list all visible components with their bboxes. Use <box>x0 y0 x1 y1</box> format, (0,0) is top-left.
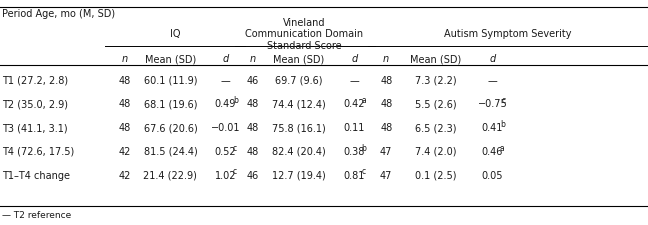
Text: 0.38: 0.38 <box>344 146 365 156</box>
Text: 47: 47 <box>380 146 393 156</box>
Text: 5.5 (2.6): 5.5 (2.6) <box>415 99 456 109</box>
Text: 0.41: 0.41 <box>482 123 503 133</box>
Text: 75.8 (16.1): 75.8 (16.1) <box>272 123 325 133</box>
Text: 7.3 (2.2): 7.3 (2.2) <box>415 75 456 85</box>
Text: IQ: IQ <box>170 29 180 39</box>
Text: T1–T4 change: T1–T4 change <box>2 170 70 180</box>
Text: 82.4 (20.4): 82.4 (20.4) <box>272 146 325 156</box>
Text: 67.6 (20.6): 67.6 (20.6) <box>144 123 197 133</box>
Text: c: c <box>233 166 237 176</box>
Text: 68.1 (19.6): 68.1 (19.6) <box>144 99 197 109</box>
Text: 21.4 (22.9): 21.4 (22.9) <box>143 170 198 180</box>
Text: —: — <box>487 75 498 85</box>
Text: a: a <box>362 96 367 105</box>
Text: c: c <box>233 143 237 152</box>
Text: 0.52: 0.52 <box>214 146 237 156</box>
Text: Autism Symptom Severity: Autism Symptom Severity <box>444 29 571 39</box>
Text: 12.7 (19.4): 12.7 (19.4) <box>272 170 325 180</box>
Text: 60.1 (11.9): 60.1 (11.9) <box>144 75 197 85</box>
Text: 0.1 (2.5): 0.1 (2.5) <box>415 170 456 180</box>
Text: n: n <box>249 54 256 64</box>
Text: 81.5 (24.4): 81.5 (24.4) <box>144 146 197 156</box>
Text: −0.01: −0.01 <box>211 123 240 133</box>
Text: 6.5 (2.3): 6.5 (2.3) <box>415 123 456 133</box>
Text: 48: 48 <box>247 123 259 133</box>
Text: 0.46: 0.46 <box>482 146 503 156</box>
Text: 48: 48 <box>380 99 392 109</box>
Text: Vineland: Vineland <box>283 18 326 28</box>
Text: 1.02: 1.02 <box>214 170 237 180</box>
Text: 46: 46 <box>247 170 259 180</box>
Text: 48: 48 <box>119 99 130 109</box>
Text: T3 (41.1, 3.1): T3 (41.1, 3.1) <box>2 123 67 133</box>
Text: 0.11: 0.11 <box>344 123 365 133</box>
Text: 48: 48 <box>119 123 130 133</box>
Text: Communication Domain: Communication Domain <box>246 29 364 39</box>
Text: 74.4 (12.4): 74.4 (12.4) <box>272 99 325 109</box>
Text: −0.75: −0.75 <box>478 99 507 109</box>
Text: —: — <box>349 75 360 85</box>
Text: 47: 47 <box>380 170 393 180</box>
Text: 42: 42 <box>118 146 131 156</box>
Text: Mean (SD): Mean (SD) <box>410 54 461 64</box>
Text: 48: 48 <box>247 146 259 156</box>
Text: n: n <box>121 54 128 64</box>
Text: 48: 48 <box>380 75 392 85</box>
Text: c: c <box>362 166 366 176</box>
Text: 0.81: 0.81 <box>344 170 365 180</box>
Text: 7.4 (2.0): 7.4 (2.0) <box>415 146 456 156</box>
Text: — T2 reference: — T2 reference <box>2 210 71 219</box>
Text: 69.7 (9.6): 69.7 (9.6) <box>275 75 323 85</box>
Text: T4 (72.6, 17.5): T4 (72.6, 17.5) <box>2 146 74 156</box>
Text: 42: 42 <box>118 170 131 180</box>
Text: —: — <box>220 75 231 85</box>
Text: Period Age, mo (M, SD): Period Age, mo (M, SD) <box>2 9 115 19</box>
Text: 0.05: 0.05 <box>481 170 503 180</box>
Text: T1 (27.2, 2.8): T1 (27.2, 2.8) <box>2 75 68 85</box>
Text: d: d <box>489 54 496 64</box>
Text: 48: 48 <box>247 99 259 109</box>
Text: 48: 48 <box>380 123 392 133</box>
Text: b: b <box>233 96 238 105</box>
Text: b: b <box>500 119 505 128</box>
Text: 0.42: 0.42 <box>343 99 365 109</box>
Text: a: a <box>500 143 505 152</box>
Text: 46: 46 <box>247 75 259 85</box>
Text: b: b <box>362 143 367 152</box>
Text: d: d <box>222 54 229 64</box>
Text: Mean (SD): Mean (SD) <box>273 54 325 64</box>
Text: 0.49: 0.49 <box>215 99 236 109</box>
Text: n: n <box>383 54 389 64</box>
Text: c: c <box>502 96 505 105</box>
Text: Standard Score: Standard Score <box>267 40 342 50</box>
Text: d: d <box>351 54 358 64</box>
Text: Mean (SD): Mean (SD) <box>145 54 196 64</box>
Text: 48: 48 <box>119 75 130 85</box>
Text: T2 (35.0, 2.9): T2 (35.0, 2.9) <box>2 99 68 109</box>
